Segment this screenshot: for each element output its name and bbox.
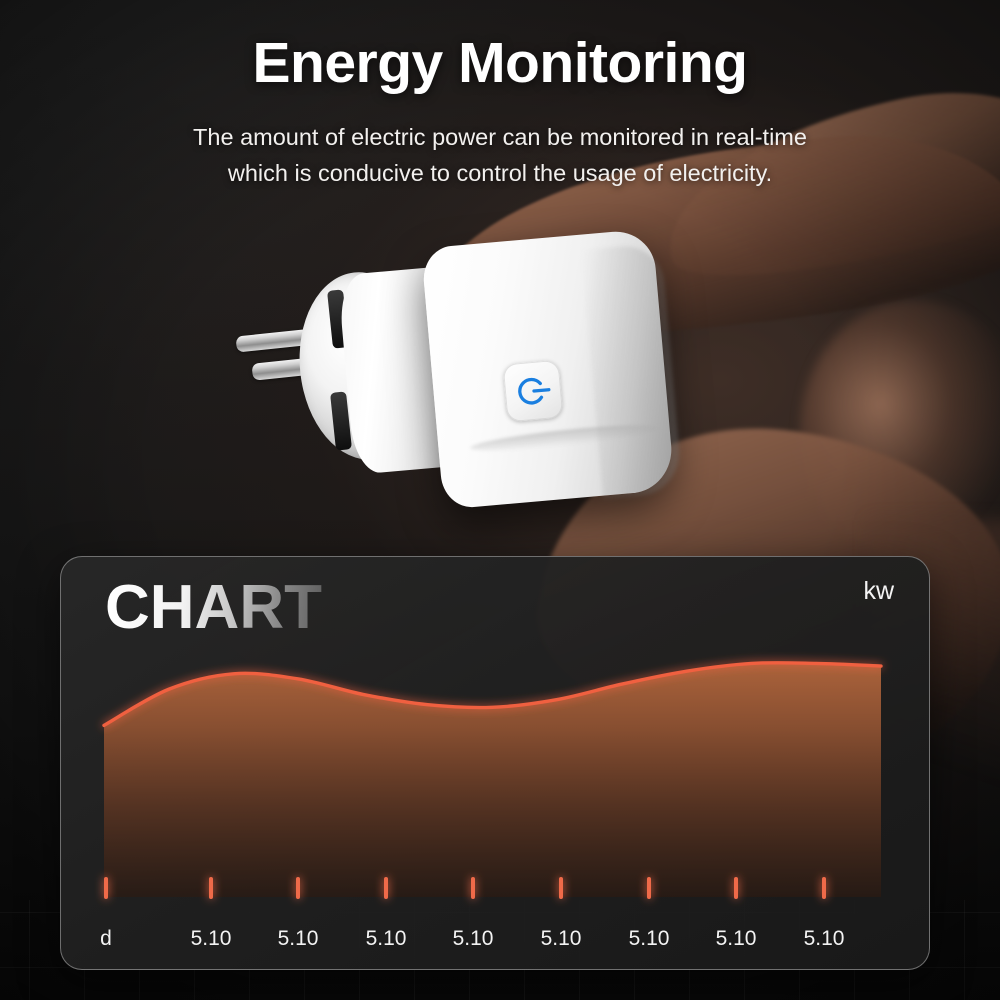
- chart-unit-label: kw: [863, 577, 894, 605]
- chart-x-tick-label: 5.10: [803, 927, 845, 950]
- chart-plot: [85, 614, 885, 899]
- chart-x-tick-label: 5.10: [452, 927, 494, 950]
- chart-x-tick-label: 5.10: [190, 927, 232, 950]
- chart-x-tick-label: 5.10: [277, 927, 319, 950]
- page-title: Energy Monitoring: [252, 31, 748, 95]
- chart-x-axis-labels: d 5.10 5.10 5.10 5.10 5.10 5.10 5.10 5.10: [61, 927, 929, 955]
- chart-card: CHART kw: [60, 556, 930, 970]
- chart-x-tick-label: 5.10: [715, 927, 757, 950]
- chart-x-tick-label: 5.10: [540, 927, 582, 950]
- power-icon: [518, 377, 551, 405]
- subtitle-line-2: which is conducive to control the usage …: [227, 159, 773, 186]
- page-subtitle: The amount of electric power can be moni…: [0, 120, 1000, 192]
- chart-area-fill: [104, 662, 881, 897]
- chart-x-tick-label: d: [100, 927, 112, 950]
- chart-curve: [102, 661, 883, 728]
- chart-title: CHART: [105, 573, 322, 642]
- subtitle-line-1: The amount of electric power can be moni…: [193, 124, 807, 150]
- chart-x-tick-label: 5.10: [365, 927, 407, 950]
- chart-x-tick-label: 5.10: [628, 927, 670, 950]
- chart-x-ticks: [104, 877, 826, 899]
